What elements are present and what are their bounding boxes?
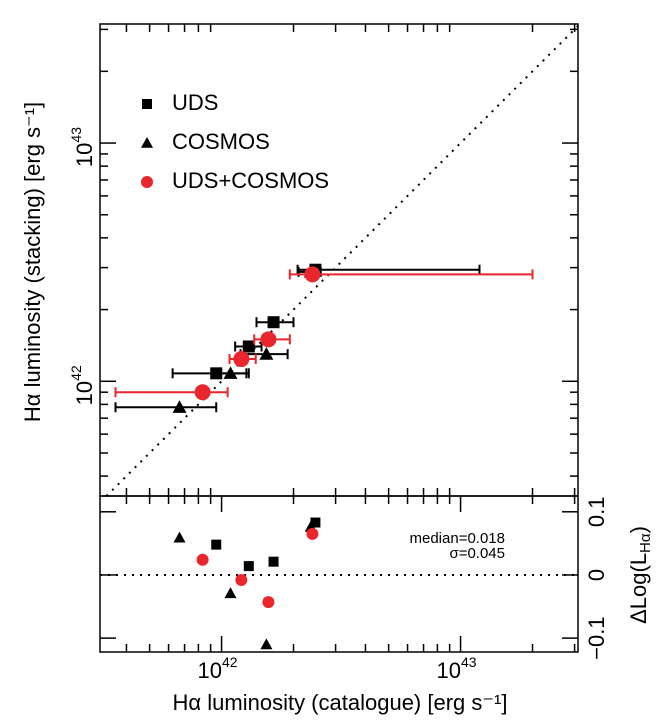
tick-label: 1043: [68, 127, 97, 167]
marker-circle: [306, 527, 319, 540]
marker-square: [267, 316, 280, 329]
marker-triangle: [260, 638, 273, 650]
marker-circle: [260, 331, 277, 348]
y2-label-c: ): [626, 526, 651, 533]
tick-label-group: 1042: [68, 365, 97, 405]
marker-circle: [194, 384, 211, 401]
marker-circle: [304, 266, 321, 283]
x-axis-label: Hα luminosity (catalogue) [erg s⁻¹]: [173, 690, 508, 715]
tick-label: 1042: [198, 654, 238, 683]
y-axis-label: Hα luminosity (stacking) [erg s⁻¹]: [20, 102, 45, 422]
marker-triangle: [173, 531, 186, 543]
marker-circle: [262, 596, 275, 609]
marker-square: [243, 561, 254, 572]
marker-square: [242, 340, 255, 353]
tick-label-exp: 42: [222, 654, 238, 670]
tick-label-group: −0.1: [584, 616, 609, 659]
tick-label-exp: 43: [461, 654, 477, 670]
marker-triangle: [259, 347, 274, 360]
annotation: σ=0.045: [449, 545, 505, 562]
tick-label-exp: 43: [68, 127, 84, 143]
tick-label-base: 10: [72, 143, 97, 167]
tick-label-exp: 42: [68, 365, 84, 381]
y2-axis-label: ΔLog(LHα): [626, 526, 654, 624]
marker-square: [310, 517, 321, 528]
legend-label: UDS+COSMOS: [172, 168, 329, 193]
marker-triangle: [224, 587, 237, 599]
marker-circle: [233, 351, 250, 368]
tick-label: 0: [584, 569, 609, 581]
tick-label: 1043: [437, 654, 477, 683]
marker-square: [142, 99, 152, 109]
bottom-frame: [99, 495, 579, 653]
marker-circle: [141, 176, 153, 188]
annotation: median=0.018: [410, 530, 506, 547]
tick-label-base: 10: [198, 658, 222, 683]
tick-label: 1042: [68, 365, 97, 405]
tick-label-base: 10: [72, 381, 97, 405]
marker-circle: [196, 553, 209, 566]
y2-label-b: Hα: [637, 533, 654, 553]
marker-square: [268, 556, 279, 567]
marker-circle: [235, 574, 248, 586]
legend-label: UDS: [172, 90, 218, 115]
tick-label: −0.1: [584, 616, 609, 659]
y2-label-a: ΔLog(L: [626, 553, 651, 624]
tick-label-base: 10: [437, 658, 461, 683]
legend-label: COSMOS: [172, 129, 270, 154]
marker-triangle: [172, 400, 187, 413]
tick-label: 0.1: [584, 496, 609, 527]
tick-label-group: 1043: [68, 127, 97, 167]
tick-label-group: 0.1: [584, 496, 609, 527]
tick-label-group: 0: [584, 569, 609, 581]
marker-square: [211, 539, 222, 550]
marker-triangle: [223, 366, 238, 379]
marker-triangle: [141, 137, 153, 148]
